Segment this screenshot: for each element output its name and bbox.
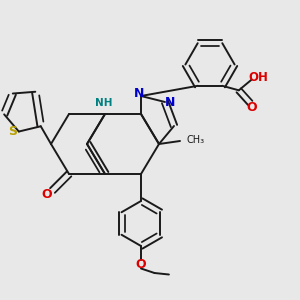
Text: NH: NH (95, 98, 112, 109)
Text: N: N (165, 95, 176, 109)
Text: CH₃: CH₃ (187, 135, 205, 146)
Text: S: S (8, 125, 17, 138)
Text: O: O (136, 258, 146, 272)
Text: O: O (246, 101, 257, 114)
Text: N: N (134, 87, 145, 100)
Text: OH: OH (248, 71, 268, 84)
Text: O: O (42, 188, 52, 201)
